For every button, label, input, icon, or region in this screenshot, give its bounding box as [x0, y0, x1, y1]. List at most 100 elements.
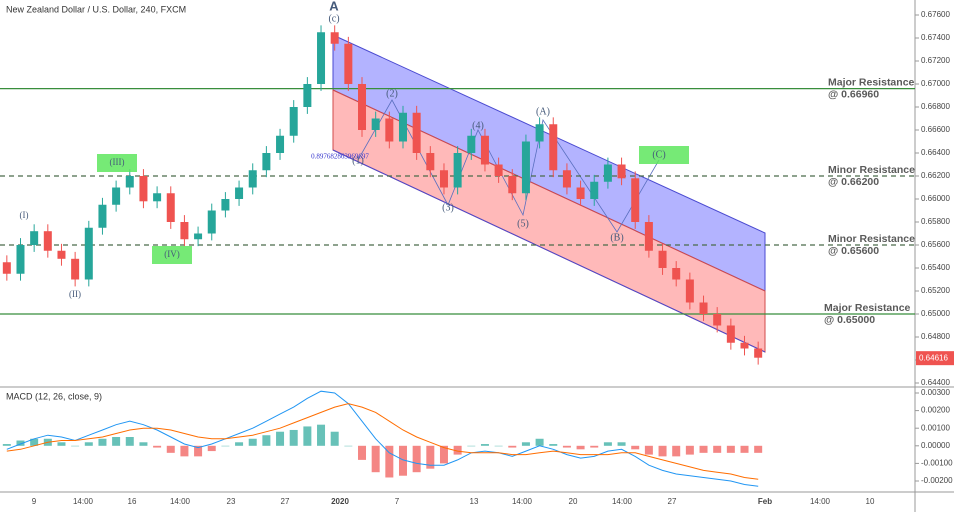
macd-histogram-bar — [617, 442, 626, 446]
wave-label: (5) — [517, 218, 529, 229]
macd-histogram-bar — [439, 445, 448, 464]
candle-body — [125, 176, 134, 188]
wave-label: (III) — [110, 157, 125, 167]
candle-body — [166, 193, 175, 222]
candle-body — [289, 107, 298, 136]
macd-histogram-bar — [576, 445, 585, 450]
macd-histogram-bar — [508, 445, 517, 448]
wave-label: (4) — [472, 120, 484, 131]
wave-label: (II) — [69, 289, 81, 299]
annotation-box — [639, 146, 689, 164]
candle-body — [112, 187, 121, 205]
candle-body — [84, 227, 93, 280]
macd-histogram-bar — [57, 442, 66, 446]
candle-body — [617, 164, 626, 179]
wave-label: (2) — [386, 88, 398, 99]
y-tick-label: 0.64400 — [921, 378, 950, 387]
candle-body — [726, 325, 735, 343]
candle-body — [43, 231, 52, 251]
y-tick-label: 0.66000 — [921, 194, 950, 203]
candle-body — [16, 245, 25, 274]
candle-body — [2, 262, 11, 274]
wave-label: A — [329, 0, 339, 13]
macd-histogram-bar — [262, 435, 271, 446]
candle-body — [57, 250, 66, 259]
candle-body — [358, 84, 367, 130]
level-label: @ 0.66960 — [828, 88, 879, 100]
y-tick-label: 0.00000 — [921, 441, 950, 450]
candle-body — [480, 135, 489, 165]
level-label: @ 0.65000 — [824, 314, 875, 326]
y-tick-label: 0.66600 — [921, 125, 950, 134]
macd-histogram-bar — [644, 445, 653, 455]
level-name: Minor Resistance — [828, 164, 915, 176]
level-label: @ 0.66200 — [828, 176, 879, 188]
candle-body — [494, 164, 503, 176]
last-price-label: 0.64616 — [919, 353, 948, 362]
macd-histogram-bar — [672, 445, 681, 457]
wave-label: (B) — [610, 232, 623, 243]
y-tick-label: 0.65400 — [921, 263, 950, 272]
candle-body — [549, 124, 558, 171]
candle-body — [453, 153, 462, 188]
x-tick-label: 10 — [866, 497, 875, 506]
macd-histogram-bar — [84, 442, 93, 446]
candle-body — [153, 193, 162, 202]
macd-histogram-bar — [740, 445, 749, 453]
y-tick-label: 0.66400 — [921, 148, 950, 157]
x-tick-label: 27 — [281, 497, 290, 506]
macd-histogram-bar — [153, 445, 162, 448]
macd-histogram-bar — [754, 445, 763, 453]
macd-histogram-bar — [467, 445, 476, 447]
candle-body — [221, 199, 230, 211]
macd-histogram-bar — [713, 445, 722, 453]
candle-body — [317, 32, 326, 84]
y-tick-label: 0.65600 — [921, 240, 950, 249]
macd-line — [6, 390, 759, 487]
macd-histogram-bar — [235, 442, 244, 446]
wave-label: 0.897682863969697 — [311, 153, 369, 161]
macd-histogram-bar — [494, 445, 503, 447]
candle-body — [658, 250, 667, 268]
macd-histogram-bar — [303, 426, 312, 446]
y-tick-label: -0.00200 — [921, 476, 953, 485]
y-tick-label: 0.65200 — [921, 286, 950, 295]
candle-body — [180, 222, 189, 240]
macd-histogram-bar — [194, 445, 203, 457]
x-tick-label: 23 — [227, 497, 236, 506]
y-tick-label: 0.00200 — [921, 406, 950, 415]
macd-histogram-bar — [398, 445, 407, 476]
y-tick-label: 0.66200 — [921, 171, 950, 180]
macd-histogram-bar — [562, 445, 571, 448]
macd-histogram-bar — [521, 442, 530, 446]
candle-body — [398, 112, 407, 142]
candle-body — [98, 204, 107, 228]
macd-histogram-bar — [317, 424, 326, 446]
candle-body — [603, 164, 612, 182]
candle-body — [71, 258, 80, 280]
macd-histogram-bar — [125, 437, 134, 446]
candle-body — [535, 124, 544, 142]
y-tick-label: 0.65000 — [921, 309, 950, 318]
candle-body — [631, 178, 640, 222]
x-tick-label: 14:00 — [512, 497, 533, 506]
macd-line — [6, 403, 759, 480]
x-tick-label: 27 — [668, 497, 677, 506]
x-tick-label: Feb — [758, 497, 772, 506]
macd-histogram-bar — [248, 438, 257, 446]
candle-body — [467, 135, 476, 153]
chart-title: New Zealand Dollar / U.S. Dollar, 240, F… — [6, 4, 186, 14]
candle-body — [344, 43, 353, 84]
x-tick-label: 2020 — [331, 497, 349, 506]
macd-histogram-bar — [385, 445, 394, 478]
x-tick-label: 9 — [32, 497, 37, 506]
macd-histogram-bar — [71, 445, 80, 447]
level-name: Minor Resistance — [828, 233, 915, 245]
candle-body — [330, 32, 339, 44]
y-tick-label: 0.67400 — [921, 33, 950, 42]
macd-histogram-bar — [166, 445, 175, 453]
y-tick-label: 0.00300 — [921, 388, 950, 397]
y-tick-label: -0.00100 — [921, 459, 953, 468]
